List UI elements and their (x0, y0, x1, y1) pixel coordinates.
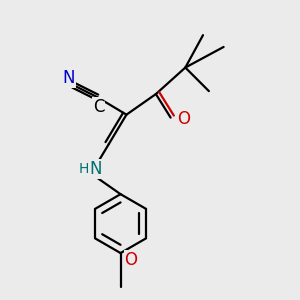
Text: H: H (79, 162, 89, 176)
Text: N: N (89, 160, 102, 178)
Text: C: C (93, 98, 104, 116)
Text: N: N (63, 69, 75, 87)
Text: O: O (177, 110, 190, 128)
Text: O: O (124, 250, 137, 268)
